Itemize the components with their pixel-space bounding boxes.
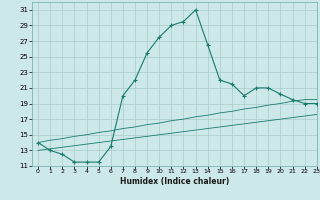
X-axis label: Humidex (Indice chaleur): Humidex (Indice chaleur)	[120, 177, 229, 186]
